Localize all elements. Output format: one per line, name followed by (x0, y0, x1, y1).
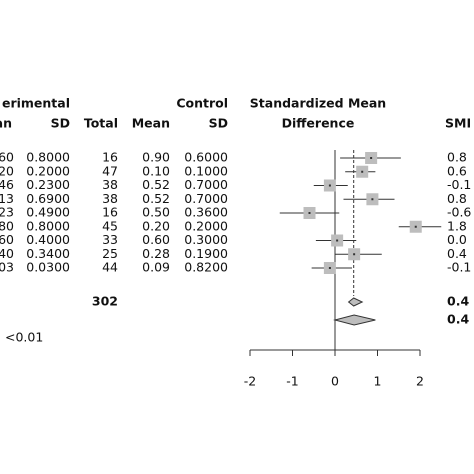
cell: 0.8000 (26, 150, 70, 165)
fixed-label: 0.4 (447, 294, 469, 309)
cell: 0.1000 (184, 163, 228, 178)
diamond (347, 297, 364, 307)
cell: 0.3000 (184, 232, 228, 247)
cell: 0.4000 (26, 232, 70, 247)
study-point (361, 170, 364, 173)
cell: 25 (102, 246, 118, 261)
x-tick-label: -2 (244, 374, 256, 389)
cell: 0.09 (142, 260, 170, 275)
header: SD (209, 116, 228, 131)
study-point (308, 212, 311, 214)
cell: 38 (102, 191, 118, 206)
cell: 0.2300 (26, 177, 70, 192)
x-tick-label: -1 (286, 374, 298, 389)
cell: 0.10 (142, 163, 170, 178)
cell: 0.20 (142, 218, 170, 233)
cell: 0.50 (142, 205, 170, 220)
cell: 0.7000 (184, 191, 228, 206)
cell: 46 (0, 177, 14, 192)
cell: 40 (0, 246, 14, 261)
smd-label: 0.0 (447, 232, 467, 247)
smd-label: 0.6 (447, 163, 467, 178)
smd-label: 0.4 (447, 246, 467, 261)
header: SMI (445, 116, 471, 131)
cell: 60 (0, 150, 14, 165)
study-point (336, 239, 339, 242)
footnote: <0.01 (5, 330, 43, 345)
header: Difference (282, 116, 355, 131)
diamond (333, 314, 376, 326)
header: Total (84, 116, 118, 131)
header: an (0, 116, 12, 131)
cell: 0.90 (142, 150, 170, 165)
study-point (414, 225, 417, 228)
study-point (328, 267, 331, 269)
cell: 0.3400 (26, 246, 70, 261)
x-tick-label: 2 (416, 374, 424, 389)
cell: 0.8200 (184, 260, 228, 275)
study-point (353, 253, 356, 256)
x-tick-label: 1 (374, 374, 382, 389)
smd-label: -0.6 (447, 205, 471, 220)
cell: 33 (102, 232, 118, 247)
cell: 23 (0, 205, 14, 220)
cell: 0.6900 (26, 191, 70, 206)
study-point (370, 157, 373, 159)
cell: 0.1900 (184, 246, 228, 261)
cell: 80 (0, 218, 14, 233)
smd-label: 0.8 (447, 191, 467, 206)
cell: 20 (0, 163, 14, 178)
cell: 0.28 (142, 246, 170, 261)
header: Control (176, 96, 228, 111)
cell: 0.2000 (184, 218, 228, 233)
random-label: 0.4 (447, 312, 469, 327)
cell: 60 (0, 232, 14, 247)
cell: 16 (102, 205, 118, 220)
cell: 03 (0, 260, 14, 275)
header: Mean (132, 116, 170, 131)
cell: 47 (102, 163, 118, 178)
study-point (328, 184, 331, 187)
header: erimental (2, 96, 70, 111)
smd-label: -0.1 (447, 260, 471, 275)
cell: 44 (102, 260, 118, 275)
cell: 45 (102, 218, 118, 233)
cell: 0.60 (142, 232, 170, 247)
cell: 0.7000 (184, 177, 228, 192)
cell: 13 (0, 191, 14, 206)
cell: 0.3600 (184, 205, 228, 220)
total: 302 (92, 294, 118, 309)
cell: 0.52 (142, 191, 170, 206)
cell: 0.0300 (26, 260, 70, 275)
x-tick-label: 0 (331, 374, 339, 389)
header: SD (51, 116, 70, 131)
smd-label: 1.8 (447, 218, 467, 233)
cell: 0.6000 (184, 150, 228, 165)
header: Standardized Mean (250, 96, 386, 111)
cell: 16 (102, 150, 118, 165)
smd-label: -0.1 (447, 177, 471, 192)
cell: 0.52 (142, 177, 170, 192)
smd-label: 0.8 (447, 150, 467, 165)
cell: 0.2000 (26, 163, 70, 178)
study-point (371, 198, 374, 201)
cell: 0.8000 (26, 218, 70, 233)
cell: 0.4900 (26, 205, 70, 220)
cell: 38 (102, 177, 118, 192)
